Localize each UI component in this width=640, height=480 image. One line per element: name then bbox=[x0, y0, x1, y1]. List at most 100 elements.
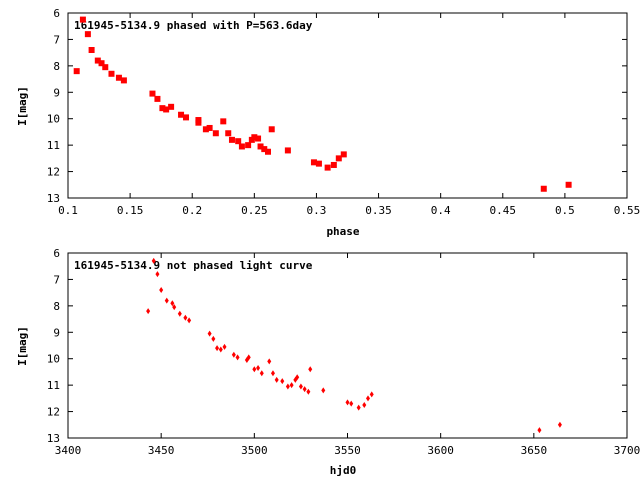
data-point bbox=[540, 185, 547, 192]
data-point bbox=[94, 57, 101, 64]
y-tick-label: 9 bbox=[53, 86, 60, 99]
data-point bbox=[108, 70, 115, 77]
data-point bbox=[225, 130, 232, 137]
data-point bbox=[261, 146, 268, 153]
x-tick-label: 3700 bbox=[614, 444, 640, 457]
data-point bbox=[257, 143, 264, 150]
panel-title: 161945-5134.9 not phased light curve bbox=[74, 259, 313, 272]
data-point bbox=[187, 317, 192, 324]
x-tick-label: 0.35 bbox=[365, 204, 392, 217]
data-point bbox=[207, 330, 212, 337]
data-point bbox=[231, 351, 236, 358]
data-point bbox=[365, 395, 370, 402]
data-point bbox=[235, 138, 242, 145]
data-point bbox=[98, 60, 105, 67]
data-point bbox=[267, 358, 272, 365]
data-point bbox=[284, 147, 291, 154]
data-point bbox=[177, 310, 182, 317]
data-point bbox=[324, 164, 331, 171]
y-tick-label: 10 bbox=[47, 353, 60, 366]
x-tick-label: 3450 bbox=[148, 444, 175, 457]
data-point bbox=[149, 90, 156, 97]
data-point bbox=[238, 143, 245, 150]
data-point bbox=[565, 181, 572, 188]
data-point bbox=[340, 151, 347, 158]
data-point bbox=[155, 271, 160, 278]
data-points bbox=[73, 16, 572, 192]
y-tick-label: 7 bbox=[53, 273, 60, 286]
data-point bbox=[335, 155, 342, 162]
x-tick-label: 3550 bbox=[334, 444, 361, 457]
data-point bbox=[315, 160, 322, 167]
data-point bbox=[146, 308, 151, 315]
x-tick-label: 3600 bbox=[427, 444, 454, 457]
data-point bbox=[79, 16, 86, 23]
x-tick-label: 0.5 bbox=[555, 204, 575, 217]
x-tick-label: 0.25 bbox=[241, 204, 268, 217]
data-point bbox=[73, 68, 80, 75]
data-point bbox=[310, 159, 317, 166]
data-point bbox=[195, 119, 202, 126]
data-point bbox=[268, 126, 275, 133]
x-tick-label: 3650 bbox=[521, 444, 548, 457]
data-point bbox=[164, 297, 169, 304]
data-point bbox=[228, 136, 235, 143]
x-tick-label: 0.45 bbox=[490, 204, 517, 217]
data-point bbox=[369, 391, 374, 398]
data-point bbox=[289, 382, 294, 389]
data-point bbox=[285, 383, 290, 390]
data-point bbox=[274, 376, 279, 383]
plot-frame bbox=[67, 12, 628, 199]
data-point bbox=[251, 134, 258, 141]
data-point bbox=[168, 103, 175, 110]
y-tick-label: 12 bbox=[47, 166, 60, 179]
data-point bbox=[222, 343, 227, 350]
unphased-light-curve-panel: 161945-5134.9 not phased light curve hjd… bbox=[16, 247, 640, 477]
data-point bbox=[183, 314, 188, 321]
data-point bbox=[172, 304, 177, 311]
data-point bbox=[306, 388, 311, 395]
data-point bbox=[170, 300, 175, 307]
data-point bbox=[163, 106, 170, 113]
x-tick-label: 0.15 bbox=[117, 204, 144, 217]
x-tick-label: 3400 bbox=[55, 444, 82, 457]
data-point bbox=[280, 378, 285, 385]
y-tick-label: 13 bbox=[47, 192, 60, 205]
data-point bbox=[211, 335, 216, 342]
y-tick-label: 9 bbox=[53, 326, 60, 339]
axis-ticks: 0.1 0.15 0.2 0.25 0.3 0.35 0.4 0.45 0.5 0.55 6 7 8 9 1… bbox=[47, 7, 640, 217]
data-point bbox=[183, 114, 190, 121]
y-tick-label: 7 bbox=[53, 33, 60, 46]
data-point bbox=[215, 345, 220, 352]
data-point bbox=[220, 118, 227, 125]
data-point bbox=[84, 31, 91, 38]
data-point bbox=[218, 346, 223, 353]
x-tick-label: 0.3 bbox=[307, 204, 327, 217]
data-point bbox=[154, 95, 161, 102]
y-axis-label: I[mag] bbox=[16, 326, 29, 366]
data-point bbox=[256, 364, 261, 371]
data-point bbox=[246, 354, 251, 361]
panel-title: 161945-5134.9 phased with P=563.6day bbox=[74, 19, 313, 32]
data-point bbox=[159, 287, 164, 293]
y-tick-label: 8 bbox=[53, 60, 60, 73]
data-point bbox=[321, 387, 326, 394]
data-point bbox=[235, 354, 240, 361]
data-point bbox=[159, 105, 166, 112]
data-point bbox=[88, 47, 95, 53]
x-tick-label: 0.2 bbox=[182, 204, 202, 217]
data-point bbox=[252, 366, 257, 373]
data-point bbox=[270, 370, 275, 377]
data-point bbox=[295, 374, 300, 381]
data-point bbox=[330, 161, 337, 168]
data-point bbox=[151, 257, 156, 264]
data-point bbox=[212, 130, 219, 137]
data-point bbox=[362, 401, 367, 408]
y-tick-label: 12 bbox=[47, 406, 60, 419]
data-point bbox=[356, 404, 361, 411]
data-point bbox=[298, 383, 303, 390]
data-point bbox=[259, 370, 264, 377]
data-point bbox=[345, 399, 350, 406]
data-point bbox=[557, 421, 562, 428]
